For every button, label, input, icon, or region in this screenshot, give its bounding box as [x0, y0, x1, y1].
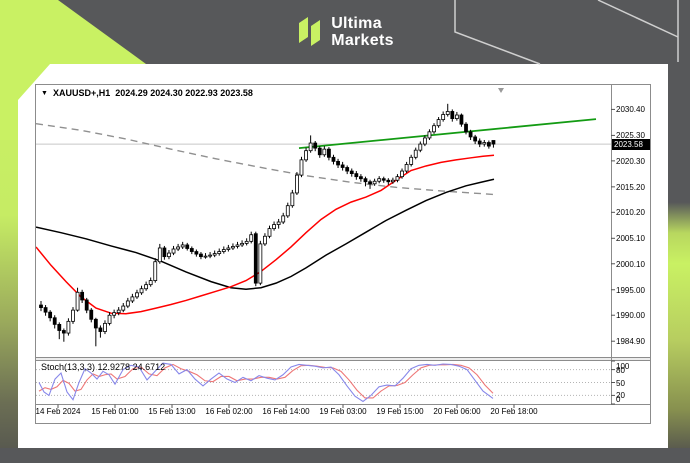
stoch-axis-label: 20: [616, 391, 625, 401]
decor-right-band: [668, 64, 690, 448]
price-axis-label: 2010.20: [616, 208, 645, 218]
price-axis-label: 2030.40: [616, 105, 645, 115]
footer-band: [0, 448, 690, 463]
price-axis-label: 2020.30: [616, 156, 645, 166]
brand-line1: Ultima: [331, 15, 382, 32]
current-price-tag: 2023.58: [612, 138, 650, 150]
time-axis-label: 15 Feb 01:00: [91, 407, 139, 416]
time-axis-label: 14 Feb 2024: [35, 407, 81, 416]
time-axis-label: 19 Feb 03:00: [319, 407, 367, 416]
brand-line2: Markets: [331, 32, 394, 49]
chart-ohlc-values: 2024.29 2024.30 2022.93 2023.58: [115, 88, 253, 98]
price-axis-label: 1990.00: [616, 311, 645, 321]
price-axis-label: 2005.10: [616, 234, 645, 244]
time-axis-label: 20 Feb 18:00: [490, 407, 538, 416]
time-axis-label: 15 Feb 13:00: [148, 407, 196, 416]
stoch-axis-label: 80: [616, 365, 625, 375]
stoch-indicator-label: Stoch(13,3,3) 12.9278 24.6712: [41, 362, 166, 372]
chart-window[interactable]: ▼ XAUUSD+,H1 2024.29 2024.30 2022.93 202…: [35, 84, 651, 424]
price-axis-label: 1995.00: [616, 285, 645, 295]
price-axis-label: 2015.20: [616, 182, 645, 192]
time-axis-label: 19 Feb 15:00: [376, 407, 424, 416]
stoch-axis-label: 100: [616, 362, 630, 371]
time-axis-label: 20 Feb 06:00: [433, 407, 481, 416]
price-axis-label: 2000.10: [616, 259, 645, 269]
chart-symbol-label: XAUUSD+,H1: [52, 88, 111, 98]
decor-left-band: [0, 0, 18, 448]
brand-logo: Ultima Markets: [0, 0, 690, 64]
price-axis-label: 2025.30: [616, 131, 645, 141]
brand-icon: [299, 17, 321, 46]
chart-title[interactable]: ▼ XAUUSD+,H1 2024.29 2024.30 2022.93 202…: [41, 88, 253, 99]
chart-dropdown-icon[interactable]: ▼: [41, 90, 48, 97]
chart-canvas[interactable]: [36, 85, 650, 423]
time-axis-label: 16 Feb 02:00: [205, 407, 253, 416]
brand-text: Ultima Markets: [331, 15, 394, 49]
time-axis-label: 16 Feb 14:00: [262, 407, 310, 416]
stoch-axis-label: 50: [616, 378, 625, 388]
stoch-axis-label: 0: [616, 395, 621, 404]
price-axis-label: 1984.90: [616, 337, 645, 347]
